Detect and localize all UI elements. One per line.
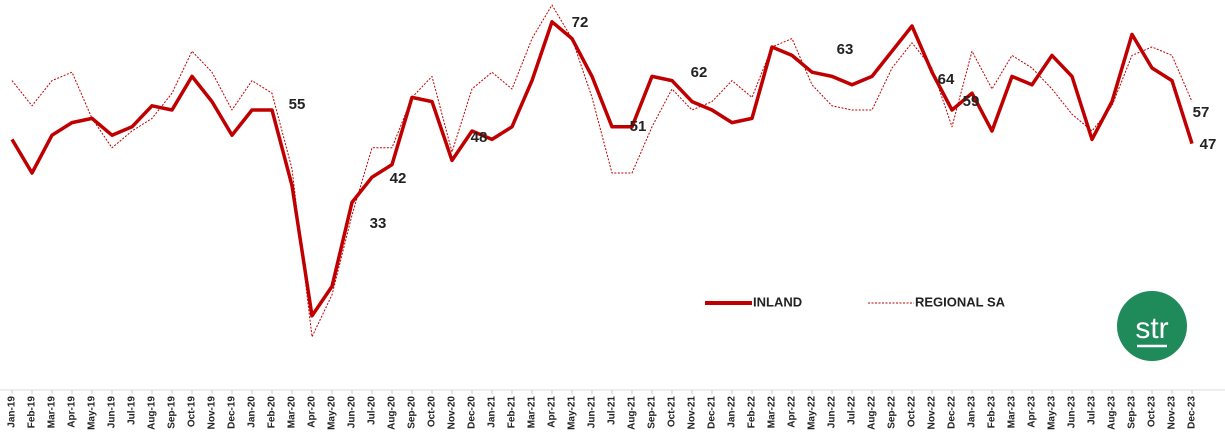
x-tick-label: Nov-21	[687, 396, 698, 430]
x-tick-label: Aug-22	[867, 396, 878, 430]
x-tick-label: Apr-21	[547, 396, 558, 428]
x-tick-label: Nov-23	[1167, 396, 1178, 430]
series-line	[11, 4, 1193, 338]
x-tick-label: Jan-19	[7, 396, 18, 428]
x-tick-label: Dec-22	[947, 396, 958, 429]
data-label: 57	[1193, 104, 1210, 121]
series-line	[10, 20, 1194, 318]
x-tick-label: Jul-20	[367, 396, 378, 425]
x-tick-label: Jun-23	[1067, 396, 1078, 429]
legend-label: INLAND	[753, 294, 802, 309]
x-tick-label: Oct-23	[1147, 396, 1158, 428]
data-label: 72	[572, 14, 589, 31]
x-tick-label: Feb-21	[507, 396, 518, 429]
x-tick-label: Nov-19	[207, 396, 218, 430]
x-tick-label: Jun-22	[827, 396, 838, 429]
x-tick-label: May-21	[567, 396, 578, 430]
legend: INLAND REGIONAL SA	[705, 294, 1006, 309]
x-tick-label: Aug-21	[627, 396, 638, 430]
x-tick-label: May-22	[807, 396, 818, 430]
x-tick-label: Feb-22	[747, 396, 758, 429]
x-tick-label: Mar-20	[287, 396, 298, 429]
x-tick-label: Feb-19	[27, 396, 38, 429]
data-label: 62	[691, 64, 708, 81]
x-tick-label: Jul-21	[607, 396, 618, 425]
x-tick-label: Sep-20	[407, 396, 418, 429]
x-tick-label: Jun-19	[107, 396, 118, 429]
x-tick-label: Oct-21	[667, 396, 678, 428]
data-label: 33	[370, 215, 387, 232]
x-tick-label: Apr-19	[67, 396, 78, 428]
x-tick-label: Dec-23	[1187, 396, 1198, 429]
x-tick-label: Jul-23	[1087, 396, 1098, 425]
x-tick-label: Feb-23	[987, 396, 998, 429]
x-tick-label: Jan-21	[487, 396, 498, 428]
logo-circle	[1117, 291, 1187, 361]
data-label: 63	[837, 41, 854, 58]
x-tick-label: Jan-22	[727, 396, 738, 428]
x-tick-label: Nov-22	[927, 396, 938, 430]
x-tick-label: Aug-23	[1107, 396, 1118, 430]
x-tick-label: Feb-20	[267, 396, 278, 429]
x-tick-label: Oct-19	[187, 396, 198, 428]
x-tick-label: Oct-22	[907, 396, 918, 428]
x-tick-label: Jun-20	[347, 396, 358, 429]
x-tick-label: Jan-20	[247, 396, 258, 428]
logo: str	[1117, 291, 1187, 361]
data-label: 48	[471, 129, 488, 146]
x-tick-label: Dec-20	[467, 396, 478, 429]
logo-text: str	[1135, 312, 1168, 345]
data-label: 64	[938, 71, 955, 88]
x-tick-label: Mar-21	[527, 396, 538, 429]
x-tick-label: Nov-20	[447, 396, 458, 430]
x-tick-label: Dec-19	[227, 396, 238, 429]
x-tick-label: Sep-21	[647, 396, 658, 429]
data-label: 42	[390, 170, 407, 187]
data-label: 51	[630, 118, 647, 135]
x-tick-label: Mar-22	[767, 396, 778, 429]
x-tick-label: Jul-19	[127, 396, 138, 425]
data-label: 55	[289, 96, 306, 113]
x-tick-label: May-20	[327, 396, 338, 430]
x-tick-label: Apr-23	[1027, 396, 1038, 428]
x-tick-label: Apr-22	[787, 396, 798, 428]
x-tick-label: Sep-19	[167, 396, 178, 429]
x-tick-label: Mar-19	[47, 396, 58, 429]
x-tick-label: Dec-21	[707, 396, 718, 429]
x-tick-label: Mar-23	[1007, 396, 1018, 429]
x-tick-label: May-19	[87, 396, 98, 430]
legend-label: REGIONAL SA	[915, 294, 1006, 309]
x-tick-label: Sep-22	[887, 396, 898, 429]
data-label: 47	[1200, 136, 1217, 153]
x-tick-label: May-23	[1047, 396, 1058, 430]
x-tick-label: Aug-20	[387, 396, 398, 430]
x-tick-label: Jan-23	[967, 396, 978, 428]
data-label: 59	[963, 93, 980, 110]
x-tick-label: Aug-19	[147, 396, 158, 430]
x-tick-label: Jul-22	[847, 396, 858, 425]
x-tick-label: Oct-20	[427, 396, 438, 428]
x-tick-label: Sep-23	[1127, 396, 1138, 429]
x-tick-label: Apr-20	[307, 396, 318, 428]
x-tick-label: Jun-21	[587, 396, 598, 429]
